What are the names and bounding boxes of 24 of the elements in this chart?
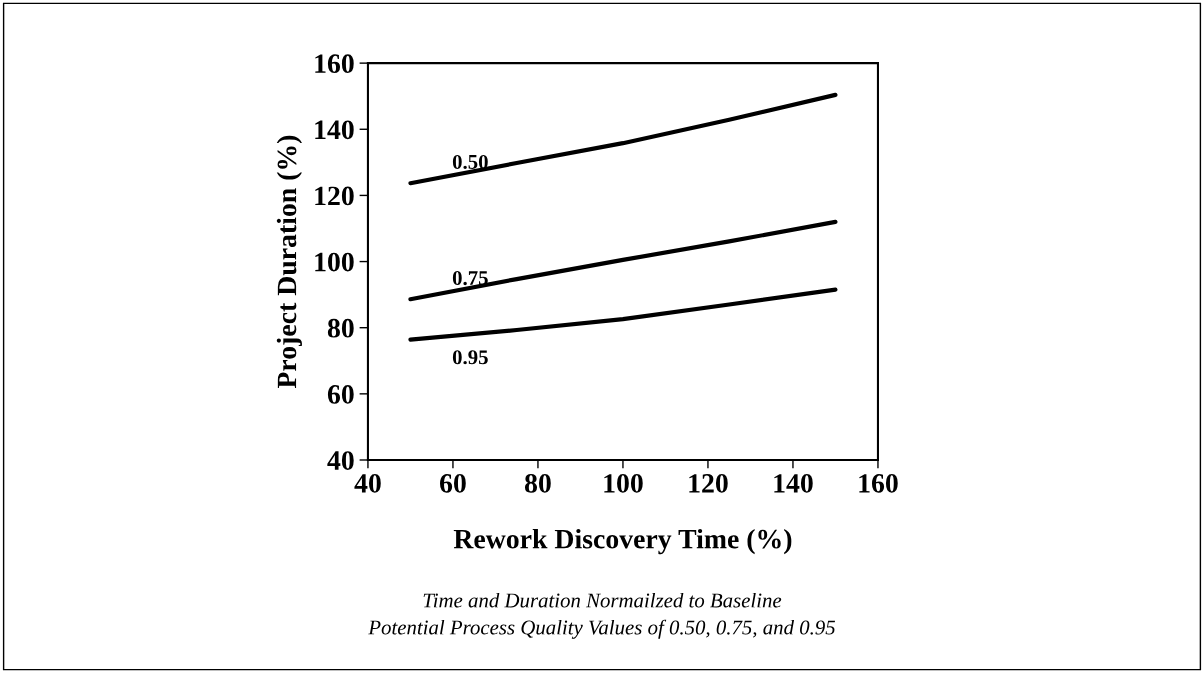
x-axis-title: Rework Discovery Time (%) (453, 528, 792, 555)
series-label: 0.50 (452, 154, 488, 170)
y-axis-title: Project Duration (%) (276, 135, 302, 389)
y-tick-label: 160 (315, 54, 354, 74)
x-tick-label: 160 (859, 473, 898, 493)
x-tick-label: 60 (440, 473, 466, 493)
x-tick-label: 120 (689, 473, 728, 493)
y-tick-label: 140 (315, 120, 354, 140)
x-tick-label: 40 (354, 473, 381, 493)
text: Potential Process Quality Values of 0.50, 0.75, and 0.95 (368, 619, 836, 639)
x-tick-label: 100 (604, 473, 643, 493)
line-series (408, 92, 838, 186)
y-tick-label: 80 (327, 318, 354, 338)
y-tick-label: 60 (327, 385, 354, 404)
y-tick-label: 40 (327, 451, 354, 470)
x-tick-label: 80 (524, 473, 551, 493)
y-tick-label: 120 (315, 186, 354, 206)
line-series (408, 219, 838, 302)
line-series (408, 287, 838, 342)
series-label: 0.95 (452, 350, 488, 365)
series-label: 0.75 (452, 270, 488, 286)
text: Time and Duration Normailzed to Baseline (423, 592, 782, 608)
y-tick-label: 100 (315, 252, 354, 272)
x-tick-label: 140 (774, 473, 813, 493)
